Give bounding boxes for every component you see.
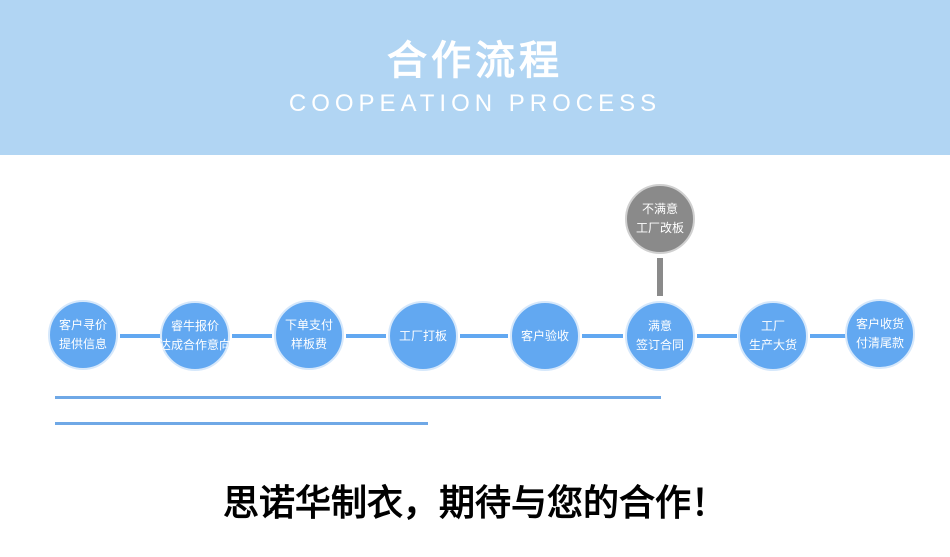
connector bbox=[582, 334, 623, 338]
connector bbox=[460, 334, 508, 338]
step-text: 签订合同 bbox=[635, 338, 684, 352]
connector bbox=[346, 334, 386, 338]
step-1: 客户寻价 提供信息 bbox=[48, 300, 118, 370]
step-text: 工厂打板 bbox=[398, 328, 447, 343]
step-text: 睿牛报价 bbox=[170, 319, 219, 333]
step-4: 工厂打板 bbox=[388, 301, 458, 371]
step-text: 工厂 bbox=[760, 319, 785, 333]
page-title: 合作流程 bbox=[387, 38, 563, 84]
connector bbox=[232, 334, 272, 338]
step-8: 客户收货 付清尾款 bbox=[845, 299, 915, 369]
slogan: 思诺华制衣，期待与您的合作！ bbox=[222, 482, 727, 524]
step-text: 客户收货 bbox=[855, 317, 904, 331]
step-text: 生产大货 bbox=[748, 338, 797, 352]
step-text: 达成合作意向 bbox=[159, 338, 232, 352]
divider-line bbox=[55, 396, 661, 399]
step-text: 提供信息 bbox=[58, 337, 107, 351]
header-banner: 合作流程 COOPEATION PROCESS bbox=[0, 0, 950, 155]
divider-line bbox=[55, 422, 428, 425]
branch-step-revise: 不满意 工厂改板 bbox=[625, 184, 695, 254]
step-6: 满意 签订合同 bbox=[625, 301, 695, 371]
step-2: 睿牛报价达成合作意向 bbox=[159, 301, 232, 371]
connector bbox=[810, 334, 846, 338]
step-text: 工厂改板 bbox=[635, 221, 684, 235]
step-text: 下单支付 bbox=[284, 318, 333, 332]
step-text: 满意 bbox=[647, 319, 672, 333]
page-subtitle: COOPEATION PROCESS bbox=[288, 90, 662, 117]
step-5: 客户验收 bbox=[510, 301, 580, 371]
step-text: 客户验收 bbox=[520, 328, 569, 343]
step-text: 付清尾款 bbox=[855, 336, 904, 350]
connector bbox=[120, 334, 160, 338]
step-text: 不满意 bbox=[641, 202, 678, 216]
branch-connector bbox=[657, 258, 663, 296]
step-7: 工厂 生产大货 bbox=[738, 301, 808, 371]
step-text: 客户寻价 bbox=[58, 318, 107, 332]
step-3: 下单支付 样板费 bbox=[274, 300, 344, 370]
connector bbox=[697, 334, 737, 338]
step-text: 样板费 bbox=[290, 337, 327, 351]
